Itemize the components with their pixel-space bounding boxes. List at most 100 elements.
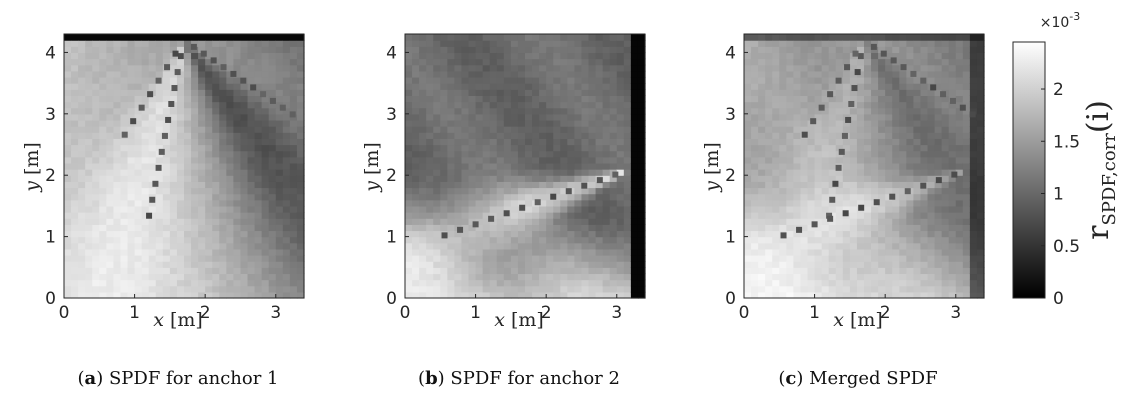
heatmap-cell [440,267,448,275]
heatmap-cell [268,218,277,225]
heatmap-cell [92,273,100,281]
heatmap-cell [892,52,900,60]
heatmap-cell [219,119,227,127]
heatmap-cell [275,58,284,66]
heatmap-cell [205,285,213,293]
heatmap-cell [765,83,773,90]
heatmap-cell [906,193,915,201]
heatmap-cell [581,101,590,109]
heatmap-cell [948,181,957,189]
heatmap-cell [155,70,164,78]
heatmap-cell [623,150,632,158]
heatmap-cell [475,34,484,41]
heatmap-cell [461,64,470,72]
heatmap-cell [821,89,830,96]
heatmap-cell [574,199,583,207]
heatmap-cell [588,83,597,90]
heatmap-cell [219,242,227,250]
heatmap-cell [849,58,858,66]
heatmap-cell [779,291,787,299]
heatmap-cell [496,144,505,152]
heatmap-cell [976,126,985,133]
heatmap-cell [892,162,900,170]
heatmap-cell [99,267,107,275]
heatmap-cell [892,169,900,176]
heatmap-cell [934,46,943,54]
heatmap-cell [155,126,164,133]
heatmap-cell [546,113,554,121]
heatmap-cell [169,242,178,250]
heatmap-cell [835,169,844,176]
heatmap-cell [560,83,568,90]
heatmap-cell [842,261,851,268]
heatmap-cell [517,119,526,127]
heatmap-cell [539,101,547,109]
heatmap-cell [856,162,865,170]
heatmap-cell [155,113,164,121]
heatmap-cell [240,291,249,299]
heatmap-cell [744,267,752,275]
heatmap-cell [595,291,604,299]
heatmap-cell [155,95,164,103]
heatmap-cell [268,267,277,275]
heatmap-cell [148,119,157,127]
heatmap-cell [64,113,72,121]
heatmap-cell [510,83,519,90]
heatmap-cell [765,70,773,78]
heatmap-cell [821,126,830,133]
heatmap-cells [405,34,646,299]
heatmap-cell [113,236,122,244]
heatmap-cell [440,144,448,152]
heatmap-cell [92,34,100,41]
heatmap-cell [233,58,242,66]
heatmap-cell [906,261,915,268]
heatmap-cell [198,212,206,219]
heatmap-cell [205,76,213,84]
heatmap-cell [141,224,150,232]
heatmap-cell [864,261,872,268]
heatmap-cell [595,267,604,275]
heatmap-cell [205,132,213,139]
heatmap-cell [800,113,809,121]
heatmap-cell [447,181,456,189]
heatmap-cell [268,126,277,133]
heatmap-cell [814,119,823,127]
heatmap-cell [92,242,100,250]
heatmap-cell [878,218,886,225]
heatmap-cell [941,230,950,238]
heatmap-cell [433,291,441,299]
heatmap-cell [184,255,192,262]
heatmap-cell [162,150,171,158]
heatmap-cell [212,126,220,133]
heatmap-cell [475,70,484,78]
heatmap-cell [892,273,900,281]
heatmap-cell [623,70,632,78]
heatmap-cell [169,169,178,176]
heatmap-cell [969,107,978,115]
heatmap-cell [510,138,519,146]
heatmap-cell [496,224,505,232]
heatmap-cell [941,242,950,250]
heatmap-cell [941,248,950,256]
heatmap-cell [871,138,879,146]
heatmap-cell [496,70,505,78]
heatmap-cell [296,261,305,268]
heatmap-cell [539,267,547,275]
heatmap-cell [412,169,420,176]
heatmap-cell [976,162,985,170]
heatmap-cell [602,138,611,146]
heatmap-cell [275,138,284,146]
heatmap-cell [64,95,72,103]
heatmap-cell [468,267,477,275]
heatmap-cell [198,138,206,146]
heatmap-cell [240,199,249,207]
heatmap-cell [588,101,597,109]
heatmap-cell [581,193,590,201]
heatmap-cell [475,76,484,84]
heatmap-cell [751,89,759,96]
heatmap-cell [835,126,844,133]
heatmap-cell [426,230,434,238]
heatmap-cell [247,107,256,115]
measurement-point [138,104,145,111]
measurement-point [930,84,937,91]
